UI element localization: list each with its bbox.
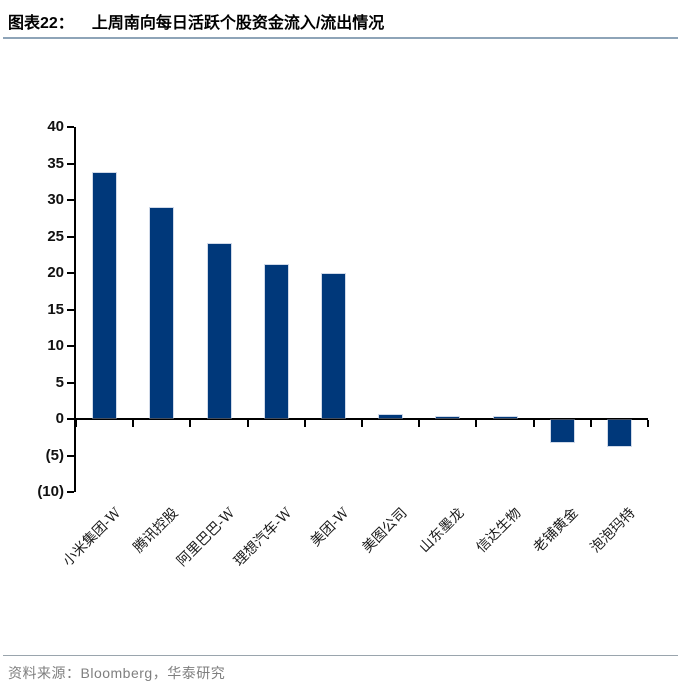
y-axis-tick-label: 15 [47, 300, 64, 318]
x-axis-tick [132, 420, 135, 427]
figure-title-row: 图表22： 上周南向每日活跃个股资金流入/流出情况 [8, 9, 673, 33]
y-axis-tick-label: 0 [55, 410, 64, 427]
x-axis-tick [189, 420, 192, 427]
bar-7 [435, 416, 461, 419]
x-axis-tick [361, 420, 363, 427]
x-axis-line [76, 418, 648, 420]
x-axis-tick [303, 420, 306, 427]
y-axis-tick-label: 25 [47, 227, 64, 245]
y-axis-tick [67, 381, 74, 384]
y-axis-tick [67, 454, 74, 457]
bar-10 [606, 419, 632, 447]
bar-4 [263, 264, 289, 419]
x-axis-tick [589, 420, 592, 427]
y-axis-tick [67, 235, 74, 238]
bar-3 [206, 243, 232, 419]
y-axis-tick-label: 20 [47, 264, 64, 281]
bar-chart: 40 35 30 25 20 15 10 5 0 (5) (10) 小米集团-W 腾讯控股 阿里巴巴-W 理… [37, 118, 649, 570]
title-divider-line [3, 37, 678, 39]
y-axis-tick-label: 30 [47, 191, 64, 208]
y-axis-tick [67, 418, 74, 420]
x-axis-tick [75, 420, 77, 427]
bar-2 [149, 207, 175, 419]
bar-8 [492, 416, 518, 419]
bar-1 [92, 172, 118, 419]
y-axis-tick [67, 199, 74, 201]
y-axis-tick [67, 126, 74, 128]
source-note: 资料来源：Bloomberg，华泰研究 [8, 665, 226, 681]
y-axis-tick-label: 40 [47, 118, 64, 135]
y-axis-tick [67, 272, 74, 274]
y-axis-tick [67, 491, 74, 493]
y-axis-tick [67, 162, 74, 165]
x-axis-tick [246, 420, 249, 427]
footer-divider-line [3, 655, 678, 656]
y-axis-tick-label: 35 [47, 154, 64, 172]
bar-9 [549, 419, 575, 443]
y-axis-tick-label: 5 [55, 373, 64, 391]
x-axis-tick [418, 420, 421, 427]
figure-number-label: 图表22： [8, 15, 74, 32]
figure-title: 上周南向每日活跃个股资金流入/流出情况 [91, 15, 385, 32]
y-axis-tick-label: 10 [47, 337, 64, 354]
x-axis-tick [532, 420, 535, 427]
y-axis-tick [67, 345, 74, 347]
y-axis-tick-label: (5) [45, 446, 64, 464]
x-axis-tick [475, 420, 478, 427]
x-axis-tick [647, 420, 649, 427]
y-axis-tick [67, 308, 74, 311]
bar-6 [378, 414, 404, 419]
bar-5 [320, 273, 346, 419]
y-axis-tick-label: (10) [37, 483, 64, 500]
y-axis-line [74, 127, 76, 492]
